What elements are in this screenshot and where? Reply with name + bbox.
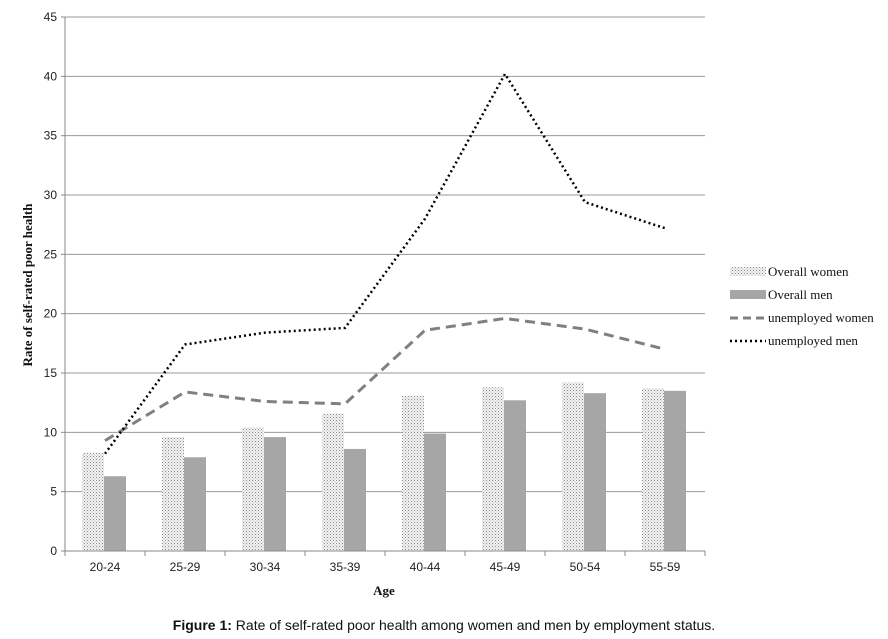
y-tick-label: 25	[44, 247, 58, 261]
y-tick-label: 40	[44, 69, 58, 83]
bar-overall-women	[562, 382, 584, 551]
bar-overall-men	[424, 433, 446, 551]
bar-overall-women	[322, 413, 344, 551]
legend-label: unemployed women	[768, 310, 874, 325]
x-tick-label: 40-44	[410, 560, 441, 574]
x-tick-label: 55-59	[650, 560, 681, 574]
caption-text: Rate of self-rated poor health among wom…	[231, 617, 716, 633]
bar-overall-men	[504, 400, 526, 551]
bar-overall-women	[82, 452, 104, 551]
legend-label: Overall women	[768, 264, 849, 279]
y-tick-label: 0	[50, 544, 57, 558]
x-tick-label: 30-34	[250, 560, 281, 574]
bars	[82, 382, 686, 551]
y-tick-label: 5	[50, 485, 57, 499]
bar-overall-men	[264, 437, 286, 551]
figure-caption: Figure 1: Rate of self-rated poor health…	[0, 617, 888, 633]
x-axis-title: Age	[373, 583, 395, 598]
bar-overall-women	[242, 427, 264, 551]
bar-overall-women	[482, 387, 504, 551]
bar-overall-women	[642, 388, 664, 551]
line-unemployed-women	[104, 316, 666, 442]
caption-label: Figure 1:	[172, 617, 232, 633]
y-tick-label: 10	[44, 425, 58, 439]
bar-overall-men	[344, 448, 366, 551]
x-tick-label: 35-39	[330, 560, 361, 574]
x-tick-label: 25-29	[170, 560, 201, 574]
x-tick-labels: 20-24 25-29 30-34 35-39 40-44 45-49 50-54 55-59	[90, 560, 681, 574]
bar-overall-men	[584, 393, 606, 551]
bar-overall-men	[664, 390, 686, 551]
legend: Overall women Overall men unemployed women…	[730, 264, 874, 348]
axes	[61, 16, 706, 556]
x-tick-label: 20-24	[90, 560, 121, 574]
gridlines	[65, 16, 705, 552]
y-tick-label: 35	[44, 129, 58, 143]
legend-label: Overall men	[768, 287, 833, 302]
series-lines	[103, 71, 666, 455]
y-tick-label: 15	[44, 366, 58, 380]
y-tick-label: 45	[44, 10, 58, 24]
legend-label: unemployed men	[768, 333, 858, 348]
y-tick-label: 30	[44, 188, 58, 202]
bar-overall-men	[184, 457, 206, 551]
x-tick-label: 45-49	[490, 560, 521, 574]
legend-swatch	[730, 290, 766, 299]
bar-overall-women	[162, 437, 184, 551]
chart: 0 5 10 15 20 25 30 35 40 45 20-24 25-29 30-34 35-39 4…	[20, 10, 874, 598]
bar-overall-women	[402, 395, 424, 551]
bar-overall-men	[104, 476, 126, 551]
y-tick-labels: 0 5 10 15 20 25 30 35 40 45	[44, 10, 58, 558]
y-tick-label: 20	[44, 307, 58, 321]
y-axis-title: Rate of self-rated poor health	[20, 203, 35, 367]
legend-swatch	[730, 267, 766, 276]
x-tick-label: 50-54	[570, 560, 601, 574]
